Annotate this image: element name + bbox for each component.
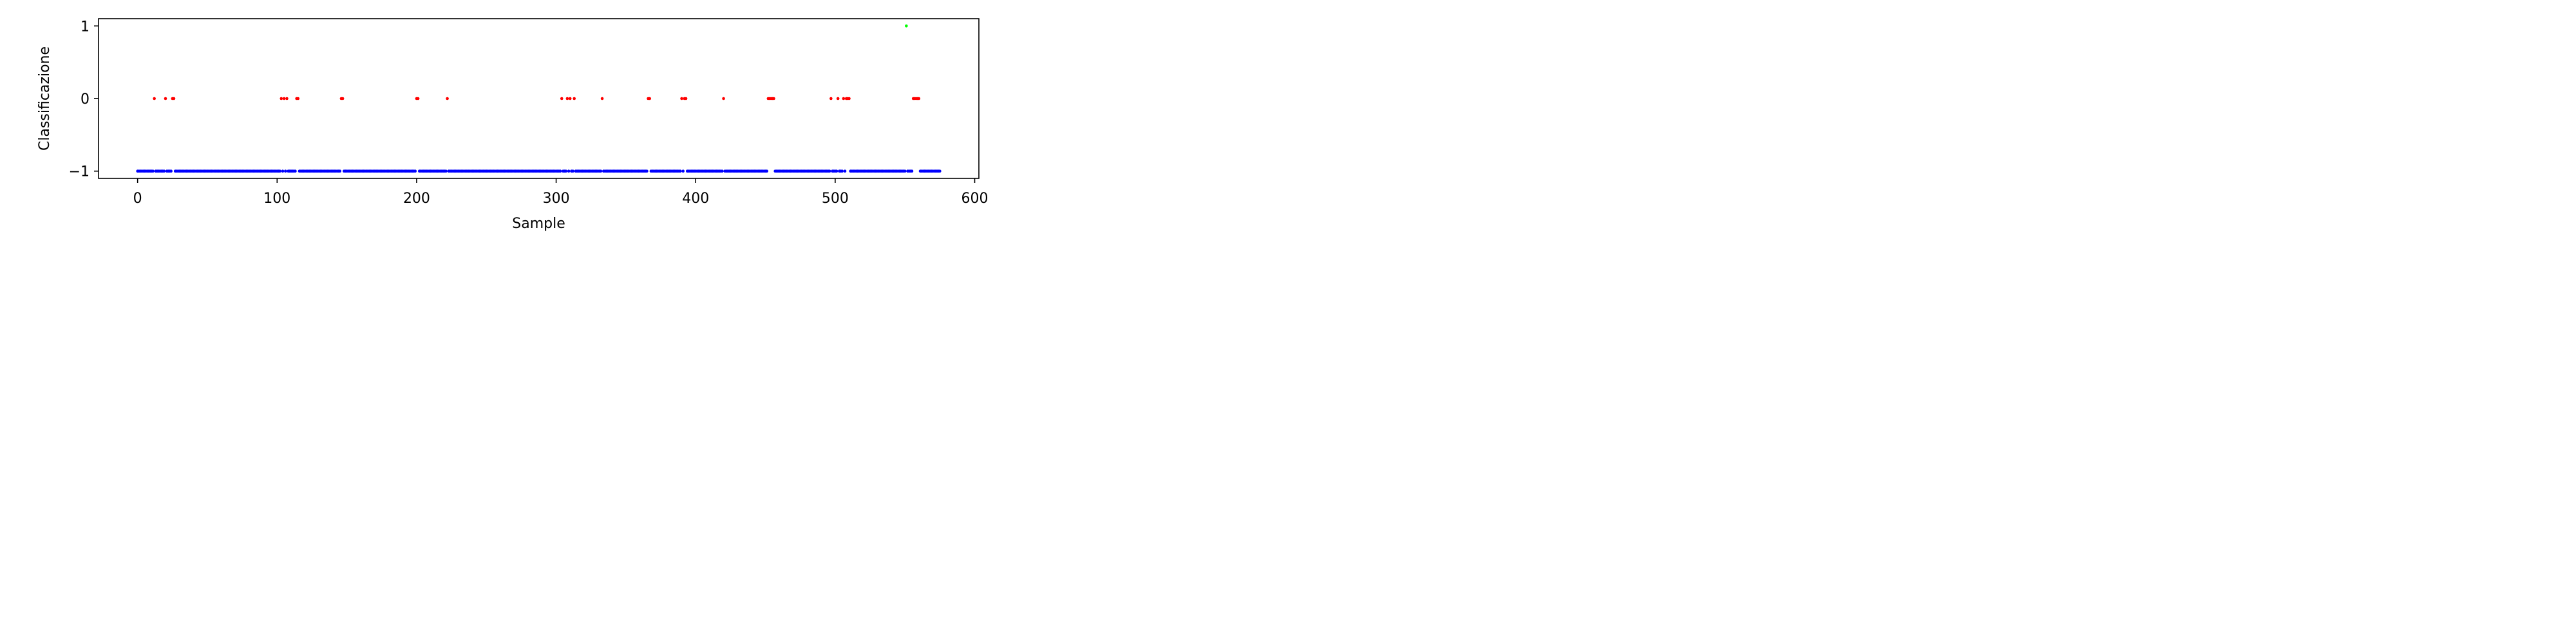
y-tick-label: −1 [69, 164, 90, 180]
data-points [136, 24, 942, 173]
data-point [172, 97, 176, 100]
x-tick-label: 400 [682, 191, 709, 207]
plot-frame [98, 18, 980, 179]
y-tick-label: 0 [80, 91, 90, 108]
x-tick-label: 600 [961, 191, 989, 207]
data-point [284, 169, 287, 173]
data-point [681, 169, 685, 173]
data-point [413, 169, 417, 173]
data-point [600, 97, 604, 100]
x-axis-label: Sample [512, 216, 565, 232]
data-point [558, 169, 562, 173]
data-point [571, 169, 574, 173]
data-point [151, 169, 155, 173]
data-point [281, 169, 285, 173]
data-point [285, 97, 289, 100]
data-point [568, 97, 572, 100]
x-tick-label: 100 [263, 191, 290, 207]
data-point [679, 169, 682, 173]
data-point [828, 169, 831, 173]
data-point [282, 97, 286, 100]
data-point [772, 97, 775, 100]
data-point [341, 97, 345, 100]
data-point [446, 97, 449, 100]
data-point [680, 97, 683, 100]
data-point [684, 97, 688, 100]
data-point [917, 97, 921, 100]
data-point [278, 169, 281, 173]
data-point [848, 97, 851, 100]
data-point [648, 97, 652, 100]
data-point [829, 97, 833, 100]
x-tick-label: 0 [133, 191, 142, 207]
y-axis-label: Classificazione [37, 46, 53, 151]
data-point [338, 169, 342, 173]
data-point [560, 97, 564, 100]
x-tick-label: 500 [822, 191, 849, 207]
data-point [842, 97, 846, 100]
data-point [843, 169, 847, 173]
data-point [573, 97, 576, 100]
x-tick-label: 200 [403, 191, 430, 207]
x-axis-ticks: 0 100 200 300 400 500 600 [133, 178, 989, 207]
data-point [169, 169, 173, 173]
data-point [903, 169, 907, 173]
data-point [910, 169, 914, 173]
data-point [153, 97, 156, 100]
data-point [938, 169, 942, 173]
data-point [835, 169, 838, 173]
x-tick-label: 300 [543, 191, 570, 207]
data-point [296, 97, 300, 100]
data-point [416, 97, 420, 100]
y-tick-label: 1 [80, 19, 90, 35]
data-point [905, 24, 908, 28]
data-point [164, 97, 167, 100]
data-point [722, 97, 725, 100]
data-point [599, 169, 603, 173]
data-point [765, 169, 769, 173]
data-point [840, 169, 844, 173]
y-axis-ticks: −1 0 1 [69, 19, 99, 180]
classification-scatter-chart: 0 100 200 300 400 500 600 −1 0 1 Sample Classifi… [37, 18, 989, 232]
data-point [279, 97, 283, 100]
data-point [836, 97, 840, 100]
data-point [567, 169, 571, 173]
data-point [162, 169, 166, 173]
data-point [294, 169, 297, 173]
data-point [721, 169, 724, 173]
data-point [564, 169, 568, 173]
data-point [565, 97, 569, 100]
data-point [444, 169, 448, 173]
data-point [645, 169, 649, 173]
